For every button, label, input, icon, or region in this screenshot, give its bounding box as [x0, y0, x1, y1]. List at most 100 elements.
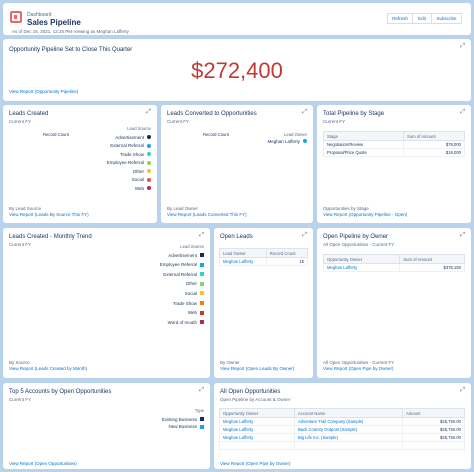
report-link[interactable]: View Report (Leads Created by Month)	[9, 366, 87, 371]
card-title: Leads Created - Monthly Trend	[9, 234, 92, 240]
column-header[interactable]: Lead Owner	[219, 248, 267, 258]
legend-item: External Referral	[110, 143, 151, 149]
edit-button[interactable]: Edit	[413, 13, 432, 24]
column-header[interactable]: Sum of Amount	[399, 254, 465, 264]
legend-swatch	[147, 169, 151, 173]
y-tick-label: 14	[19, 283, 23, 287]
trend-legend: Advertisement Employee Referral External R…	[134, 252, 204, 332]
metric-card: Opportunity Pipeline Set to Close This Q…	[3, 39, 471, 101]
column-header[interactable]: Opportunity Owner	[322, 254, 401, 264]
y-tick-label: 12	[19, 292, 23, 296]
y-tick-label: Adventure Trail Comp...	[21, 439, 61, 443]
leads-legend: Advertisement External Referral Trade Show…	[81, 134, 151, 204]
chart-title: Record Count	[43, 132, 69, 137]
card-title: Open Pipeline by Owner	[323, 234, 389, 240]
report-link[interactable]: View Report (Opportunity Pipeline - Open…	[323, 212, 408, 217]
expand-icon[interactable]: ⤢	[302, 109, 307, 115]
x-tick-label: $40,000	[121, 414, 133, 418]
expand-icon[interactable]: ⤢	[460, 43, 465, 49]
y-tick-label: 2	[21, 336, 23, 340]
legend-label: Employee Referral	[159, 262, 197, 268]
expand-icon[interactable]: ⤢	[199, 387, 204, 393]
table-cell[interactable]: Meghan Lafferty	[219, 257, 267, 266]
y-tick-label: 4	[21, 327, 23, 331]
column-header[interactable]: Opportunity Owner	[219, 408, 295, 418]
legend-swatch	[147, 186, 151, 190]
legend-item: Social	[185, 290, 204, 296]
x-tick-label: November 2021	[36, 347, 65, 352]
legend-item: Employee Referral	[107, 160, 151, 166]
y-tick-label: Trailblazer Unlimited (S...	[19, 420, 61, 424]
legend-swatch	[303, 139, 307, 143]
legend-swatch	[200, 262, 204, 267]
column-header[interactable]: Sum of Amount	[403, 131, 465, 141]
column-header[interactable]: Account Name	[294, 408, 403, 418]
header-subtitle: As of Dec 16, 2021, 12:25 PM·Viewing as …	[12, 29, 129, 34]
x-tick-label: December 2021	[92, 347, 121, 352]
legend-label: Trade Show	[119, 151, 144, 157]
table-cell[interactable]: Back Country Outpost (Sample)	[294, 425, 403, 434]
donut-slice	[51, 140, 86, 202]
column-header[interactable]: Stage	[322, 131, 405, 141]
legend-label: Social	[184, 290, 197, 296]
card-title: Leads Created	[9, 111, 49, 117]
bar-segment	[30, 315, 70, 329]
expand-icon[interactable]: ⤢	[199, 232, 204, 238]
open-pipeline-owner-card: Open Pipeline by Owner ⤢ All Open Opport…	[317, 228, 471, 378]
table-cell[interactable]: Meghan Lafferty	[322, 263, 401, 272]
card-subtitle: Current FY	[9, 119, 32, 124]
chart-title: Record Count	[203, 132, 229, 137]
legend-swatch	[200, 417, 204, 421]
table-cell[interactable]: Meghan Lafferty	[219, 425, 295, 434]
y-tick-label: 16	[19, 274, 23, 278]
expand-icon[interactable]: ⤢	[460, 387, 465, 393]
report-link[interactable]: View Report (Open Pipe by Owner)	[323, 366, 394, 371]
card-footer: By Owner	[220, 360, 240, 365]
legend-label: Trade Show	[172, 300, 197, 306]
expand-icon[interactable]: ⤢	[302, 232, 307, 238]
table-cell: $78,000	[403, 140, 465, 149]
bar-segment	[63, 444, 87, 449]
y-axis-label: Record Count	[8, 289, 13, 315]
legend-swatch	[147, 160, 151, 165]
legend-label: Employee Referral	[106, 160, 144, 165]
table-row: Meghan Lafferty Big Life Inc. (Sample) $25…	[219, 433, 465, 442]
table-row	[219, 441, 465, 450]
expand-icon[interactable]: ⤢	[460, 232, 465, 238]
table-cell[interactable]: Meghan Lafferty	[219, 417, 295, 426]
column-header[interactable]: Amount	[402, 408, 465, 418]
bar-segment	[30, 275, 70, 287]
table-cell	[402, 441, 465, 450]
legend-swatch	[200, 320, 204, 325]
x-tick-label: $50,000	[137, 414, 149, 418]
bar-segment	[30, 262, 70, 276]
pipeline-stage-card: Total Pipeline by Stage ⤢ Current FY Sta…	[317, 105, 471, 223]
column-header[interactable]: Record Count	[265, 248, 309, 258]
table-cell: $378,150	[399, 263, 465, 272]
report-link[interactable]: View Report (Open Pipe by Owner)	[220, 461, 291, 466]
table-cell[interactable]: Meghan Lafferty	[219, 433, 295, 442]
subscribe-button[interactable]: Subscribe	[432, 13, 462, 24]
card-subtitle: Current FY	[323, 119, 346, 124]
legend-swatch	[200, 253, 204, 257]
report-link[interactable]: View Report (Leads Converted This FY)	[167, 212, 247, 217]
bar-segment	[30, 299, 70, 305]
table-cell: $19,000	[403, 148, 465, 157]
legend-item: Employee Referral	[160, 262, 204, 268]
report-link[interactable]: View Report (Open Leads By Owner)	[220, 366, 295, 371]
table-cell[interactable]: Adventure Trail Company (Sample)	[294, 417, 403, 426]
legend-label: Meghan Lafferty	[267, 138, 300, 144]
legend-item: Advertisement	[168, 252, 204, 258]
card-footer: By Source	[9, 360, 30, 365]
bar-segment	[30, 328, 70, 347]
refresh-button[interactable]: Refresh	[387, 13, 413, 24]
report-link[interactable]: View Report (Open Opportunities)	[9, 461, 77, 466]
report-link[interactable]: View Report (Leads By Source This FY)	[9, 212, 89, 217]
expand-icon[interactable]: ⤢	[146, 109, 151, 115]
table-cell[interactable]: Big Life Inc. (Sample)	[294, 433, 403, 442]
card-subtitle: All Open Opportunities - Current FY	[323, 242, 395, 247]
all-open-table: Opportunity Owner Account Name Amount Megh…	[219, 408, 465, 450]
metric-report-link[interactable]: View Report (Opportunity Pipeline)	[9, 89, 79, 94]
expand-icon[interactable]: ⤢	[460, 109, 465, 115]
legend-label: Advertisement	[115, 134, 144, 140]
